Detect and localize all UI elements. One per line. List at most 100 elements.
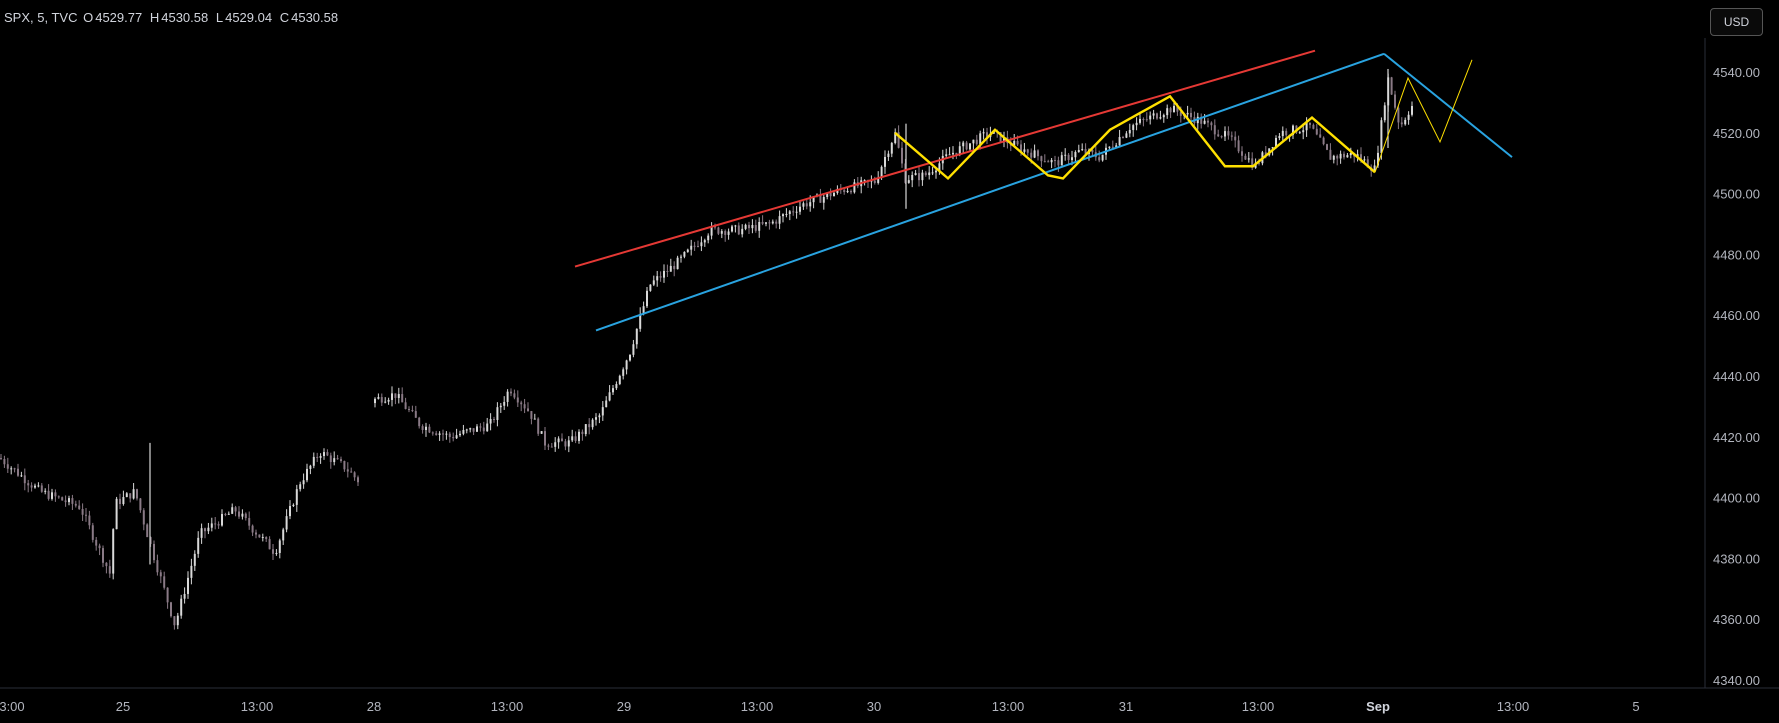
candle-body <box>1115 145 1118 148</box>
yellow-projection-line[interactable] <box>1374 59 1473 173</box>
candle-body <box>431 432 434 434</box>
candle-body <box>1077 150 1080 153</box>
yellow-zigzag-line[interactable] <box>894 94 1376 181</box>
candle-body <box>1326 144 1328 150</box>
candle-body <box>255 532 257 535</box>
candle-body <box>853 182 856 193</box>
candle-body <box>1190 112 1192 118</box>
candle-body <box>1132 125 1135 130</box>
candle-body <box>20 475 23 477</box>
candle-body <box>81 508 84 515</box>
candle-body <box>1234 136 1237 141</box>
candle-body <box>1200 116 1203 124</box>
candle-body <box>68 498 70 503</box>
candle-body <box>656 276 659 281</box>
y-tick-label: 4380.00 <box>1713 551 1760 566</box>
candle-body <box>557 438 560 443</box>
candle-body <box>952 152 954 155</box>
candle-body <box>1360 154 1362 161</box>
candle-body <box>805 203 808 207</box>
candle-body <box>197 537 200 554</box>
candle-body <box>676 257 679 270</box>
candle-body <box>571 436 574 441</box>
x-axis[interactable]: 3:00 25 13:00 28 13:00 29 13:00 30 13:00 31 13:00 S… <box>0 699 1640 714</box>
candle-body <box>1363 159 1366 161</box>
blue-trend-line[interactable] <box>1383 52 1513 158</box>
candle-body <box>200 528 203 538</box>
y-axis[interactable]: 4340.00 4360.00 4380.00 4400.00 4420.00 4440.… <box>1713 65 1760 688</box>
candle-body <box>683 251 686 257</box>
candle-body <box>1319 134 1322 138</box>
candle-body <box>1411 106 1413 115</box>
candle-body <box>843 189 846 193</box>
candle-body <box>1156 113 1158 119</box>
candle-body <box>268 539 271 550</box>
candle-body <box>659 276 662 278</box>
low-value: 4529.04 <box>225 10 273 25</box>
candle-body <box>1037 150 1039 157</box>
candle-body <box>1166 108 1169 116</box>
candle-body <box>731 226 733 232</box>
candle-body <box>802 203 805 207</box>
candle-body <box>686 249 689 252</box>
candle-body <box>697 245 699 247</box>
candle-body <box>629 354 631 361</box>
candle-body <box>340 459 342 461</box>
candle-body <box>931 172 934 174</box>
candle-body <box>146 524 149 538</box>
candle-body <box>1179 111 1182 116</box>
candle-body <box>1329 149 1332 160</box>
candle-body <box>833 192 835 197</box>
currency-button[interactable]: USD <box>1710 8 1763 36</box>
candle-body <box>1057 160 1060 166</box>
candle-body <box>170 602 172 617</box>
candle-body <box>1366 159 1369 168</box>
candle-body <box>564 441 567 447</box>
candle-body <box>95 539 98 546</box>
blue-trend-line[interactable] <box>595 52 1385 332</box>
candle-body <box>316 456 319 458</box>
symbol-info: SPX, 5, TVC <box>4 10 78 25</box>
candle-body <box>863 180 866 182</box>
candle-body <box>999 132 1002 143</box>
red-trend-line[interactable] <box>574 49 1316 268</box>
candle-body <box>353 472 356 478</box>
candle-body <box>911 175 914 181</box>
candle-body <box>588 424 591 428</box>
candle-body <box>234 507 237 512</box>
candle-body <box>1224 131 1226 137</box>
candle-body <box>74 503 77 506</box>
candle-body <box>282 529 285 541</box>
candle-body <box>401 394 404 403</box>
candle-body <box>595 417 597 420</box>
candle-body <box>1091 149 1094 153</box>
candle-body <box>486 423 489 432</box>
high-value-label: H 4530.58 <box>150 10 210 25</box>
candle-body <box>204 528 206 532</box>
candle-body <box>482 427 485 432</box>
candle-body <box>527 408 529 412</box>
candle-body <box>1292 125 1294 135</box>
y-tick-label: 4420.00 <box>1713 430 1760 445</box>
candle-body <box>666 271 669 273</box>
candle-body <box>54 492 57 497</box>
y-tick-label: 4340.00 <box>1713 673 1760 688</box>
candle-body <box>1271 147 1274 149</box>
candle-body <box>948 154 951 156</box>
candle-body <box>411 409 414 412</box>
candle-body <box>119 498 121 505</box>
candle-body <box>669 265 672 272</box>
candle-body <box>935 170 937 173</box>
candle-body <box>608 392 611 401</box>
candle-body <box>421 426 424 431</box>
candle-body <box>173 616 176 626</box>
candle-body <box>635 328 638 345</box>
candle-body <box>139 498 142 511</box>
x-tick-label: 5 <box>1632 699 1639 714</box>
candle-body <box>792 211 795 213</box>
candle-body <box>241 513 244 517</box>
y-tick-label: 4400.00 <box>1713 491 1760 506</box>
candle-body <box>13 468 16 470</box>
candle-body <box>639 314 642 329</box>
